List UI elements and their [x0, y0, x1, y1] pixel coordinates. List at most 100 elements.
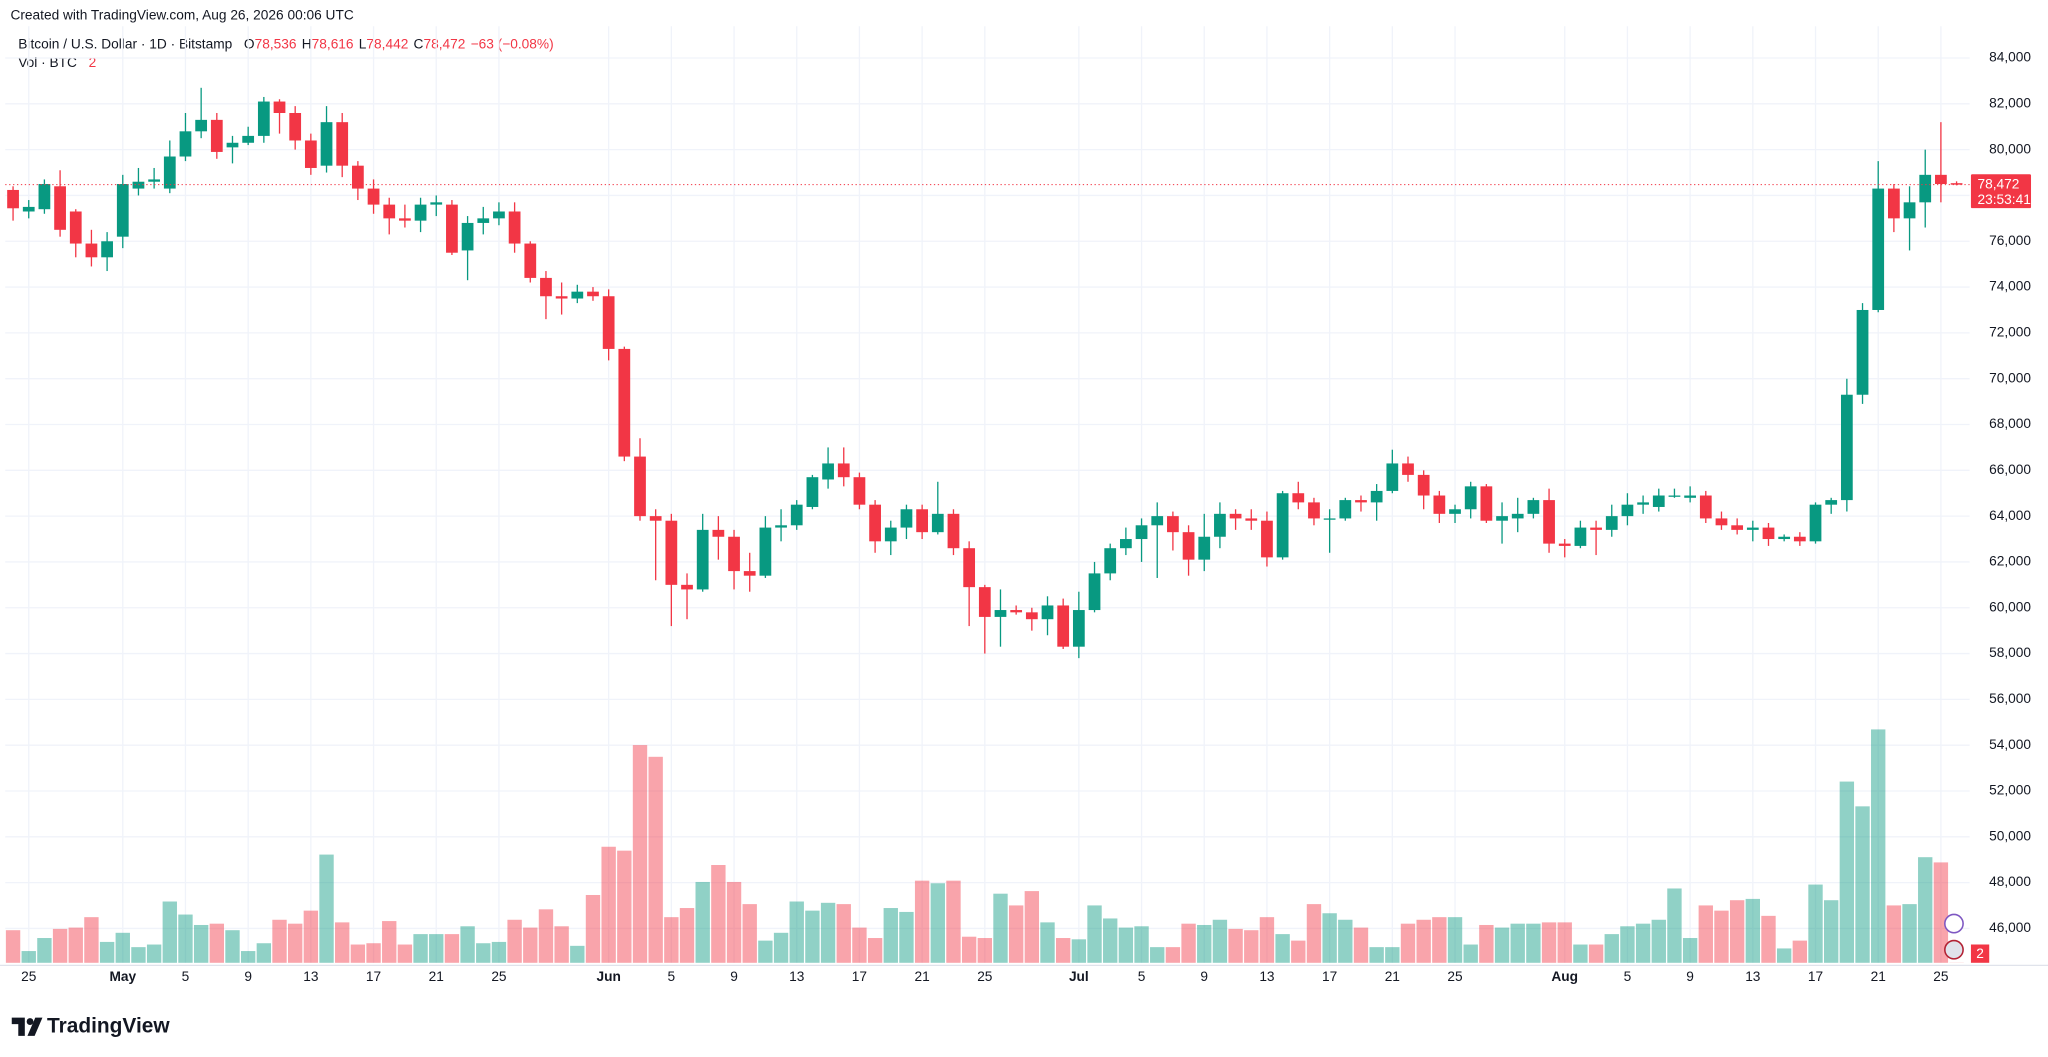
volume-bar	[1275, 934, 1290, 963]
y-tick-label: 46,000	[1989, 920, 2031, 935]
x-tick-label: 9	[1686, 969, 1694, 984]
candle-body	[1543, 500, 1555, 544]
candle-body	[712, 529, 725, 537]
volume-bar	[99, 941, 115, 963]
y-tick-label: 80,000	[1989, 141, 2031, 156]
volume-bar	[852, 927, 867, 963]
countdown: 23:53:41	[1977, 192, 2030, 207]
candle-body	[1229, 513, 1242, 519]
candle-body	[1449, 509, 1461, 514]
candle-body	[116, 184, 129, 237]
volume-bar	[664, 917, 679, 963]
candle-body	[1057, 605, 1070, 647]
volume-bar	[1667, 888, 1682, 963]
volume-bar	[930, 883, 945, 963]
volume-bar	[397, 944, 413, 963]
volume-bar	[1400, 923, 1416, 963]
candle-body	[1104, 548, 1117, 574]
x-tick-label: 9	[1200, 969, 1208, 984]
volume-bar	[1698, 905, 1713, 963]
volume-bar	[1824, 900, 1839, 963]
volume-bar	[1902, 904, 1917, 963]
volume-bar	[1369, 947, 1384, 963]
candle-body	[1355, 500, 1367, 503]
candle-body	[1464, 486, 1477, 510]
candle-body	[1339, 500, 1352, 519]
volume-badge-label: 2	[1976, 946, 1984, 961]
candle-body	[884, 527, 897, 542]
volume-bar	[1306, 904, 1322, 963]
legend: Bitcoin / U.S. Dollar · 1D · Bitstamp O7…	[18, 36, 553, 51]
candle-body	[1903, 202, 1916, 219]
volume-bar	[460, 926, 475, 963]
ohlc-value: 78,442	[366, 36, 408, 51]
candle-body	[728, 536, 740, 572]
candle-body	[1496, 516, 1508, 521]
volume-bar	[1620, 926, 1635, 963]
x-tick-label: 17	[1808, 969, 1823, 984]
volume-bar	[491, 941, 507, 963]
x-tick-label: 21	[1871, 969, 1886, 984]
x-tick-label: Jun	[596, 969, 620, 984]
y-tick-label: 56,000	[1989, 691, 2031, 706]
candle-body	[665, 520, 678, 585]
candle-body	[508, 211, 521, 244]
candle-body	[869, 504, 881, 542]
volume-bar	[335, 922, 350, 963]
volume-bar	[1197, 924, 1212, 963]
volume-bar	[1729, 900, 1745, 963]
candle-body	[1527, 500, 1540, 514]
x-tick-label: 9	[730, 969, 738, 984]
volume-bar	[836, 904, 851, 963]
candle-body	[1151, 516, 1164, 526]
volume-bar	[52, 928, 68, 963]
candle-body	[806, 477, 819, 507]
x-tick-label: 25	[1447, 969, 1463, 984]
candle-body	[1856, 309, 1869, 395]
candle-body	[163, 156, 176, 189]
candle-body	[1935, 174, 1947, 185]
candle-body	[148, 179, 160, 182]
volume-bar	[146, 944, 162, 963]
volume-bar	[1322, 913, 1337, 963]
volume-bar	[648, 756, 663, 963]
candle-body	[947, 513, 960, 549]
volume-bar	[288, 923, 303, 963]
volume-bar	[695, 881, 710, 963]
candle-body	[853, 477, 866, 505]
volume-bar	[131, 947, 146, 963]
volume-bar	[632, 745, 648, 963]
x-tick-label: 13	[789, 969, 805, 984]
candle-body	[210, 119, 223, 152]
volume-bar	[1635, 923, 1651, 963]
volume-bar	[601, 846, 616, 963]
volume-bar	[1416, 919, 1431, 963]
candle-body	[634, 456, 646, 517]
candle-body	[1699, 495, 1712, 519]
volume-bar	[1212, 919, 1228, 963]
candle-body	[1746, 527, 1759, 530]
y-tick-label: 82,000	[1989, 95, 2031, 110]
y-tick-label: 74,000	[1989, 279, 2031, 294]
volume-bar	[538, 909, 554, 963]
candle-body	[477, 218, 490, 223]
candle-body	[1888, 188, 1900, 219]
volume-bar	[1494, 927, 1510, 963]
volume-bar	[1557, 922, 1572, 963]
candle-body	[430, 202, 443, 205]
candle-body	[7, 189, 19, 209]
volume-bar	[1761, 915, 1776, 963]
candle-body	[414, 204, 427, 221]
volume-bar	[193, 924, 209, 963]
ohlc-value: 78,616	[312, 36, 354, 51]
price-badge	[1970, 174, 2032, 209]
volume-bar	[84, 917, 99, 963]
volume-bar	[1071, 939, 1087, 963]
candle-body	[1386, 463, 1399, 491]
volume-bar	[820, 902, 836, 963]
y-tick-label: 60,000	[1989, 599, 2031, 614]
candle-body	[1652, 495, 1665, 507]
candle-body	[963, 548, 976, 588]
ohlc-name: H	[302, 36, 312, 51]
candle-body	[101, 241, 113, 258]
